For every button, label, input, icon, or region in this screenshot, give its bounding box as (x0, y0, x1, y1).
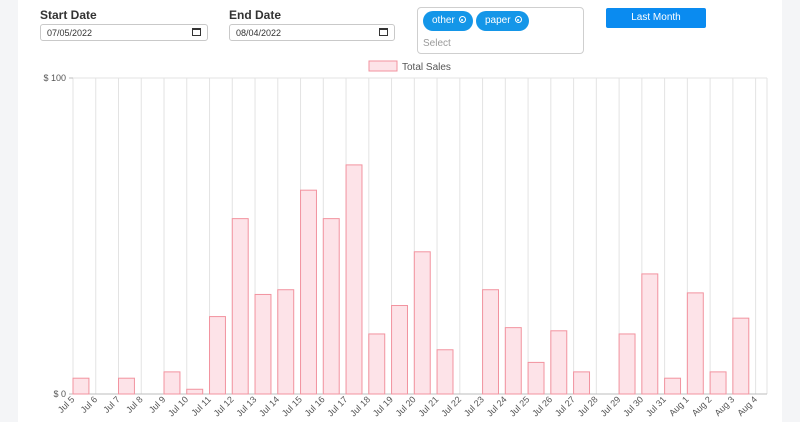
legend-label: Total Sales (402, 62, 451, 73)
bar (186, 388, 204, 395)
tag-paper: paper (476, 11, 529, 31)
bar (163, 371, 181, 395)
x-tick-label: Jul 22 (439, 394, 463, 418)
bar (527, 361, 545, 395)
bar (482, 289, 500, 395)
bar (641, 273, 659, 395)
x-tick-label: Jul 20 (394, 394, 418, 418)
bar (413, 251, 431, 395)
x-tick-label: Jul 9 (147, 394, 168, 415)
bar (300, 189, 317, 395)
select-placeholder[interactable]: Select (423, 38, 451, 49)
start-date-input[interactable]: 07/05/2022 (40, 24, 208, 41)
end-date-value: 08/04/2022 (236, 28, 282, 38)
calendar-icon[interactable] (379, 28, 388, 36)
x-tick-label: Jul 30 (621, 394, 645, 418)
bar (118, 377, 135, 395)
x-tick-label: Jul 27 (553, 394, 577, 418)
bar (277, 289, 295, 395)
x-tick-label: Jul 24 (485, 394, 509, 418)
x-tick-label: Jul 23 (462, 394, 486, 418)
bar (209, 316, 226, 395)
bar (436, 349, 454, 395)
x-tick-label: Jul 17 (325, 394, 349, 418)
legend-swatch (368, 60, 398, 72)
x-tick-label: Jul 14 (257, 394, 281, 418)
bar (618, 333, 636, 395)
x-tick-label: Jul 15 (280, 394, 304, 418)
x-tick-label: Jul 19 (371, 394, 395, 418)
x-tick-label: Jul 7 (101, 394, 122, 415)
x-tick-label: Aug 4 (735, 394, 759, 418)
x-tick-label: Jul 28 (576, 394, 600, 418)
bar (709, 371, 727, 395)
end-date-input[interactable]: 08/04/2022 (229, 24, 395, 41)
y-tick-label: $ 0 (53, 389, 66, 399)
x-tick-label: Jul 26 (530, 394, 554, 418)
bar (686, 292, 704, 395)
x-tick-label: Jul 11 (189, 394, 213, 418)
bar (345, 164, 363, 395)
category-multiselect[interactable]: other paper Select (417, 7, 584, 54)
bar (573, 371, 591, 395)
bar (391, 305, 408, 395)
x-tick-label: Jul 8 (124, 394, 145, 415)
x-tick-label: Jul 16 (303, 394, 327, 418)
last-month-button[interactable]: Last Month (606, 8, 706, 28)
bar (504, 327, 522, 395)
bar (231, 218, 249, 395)
tag-label: paper (485, 15, 511, 26)
end-date-label: End Date (229, 8, 282, 22)
bar (322, 218, 340, 395)
bar (732, 317, 750, 395)
x-tick-label: Jul 18 (348, 394, 372, 418)
bar (72, 377, 90, 395)
x-tick-label: Aug 2 (690, 394, 714, 418)
x-tick-label: Aug 3 (713, 394, 737, 418)
bar (664, 377, 682, 395)
tag-other: other (423, 11, 473, 31)
x-tick-label: Jul 10 (166, 394, 190, 418)
x-tick-label: Jul 13 (234, 394, 258, 418)
start-date-value: 07/05/2022 (47, 28, 93, 38)
x-tick-label: Jul 25 (507, 394, 531, 418)
remove-tag-icon[interactable] (458, 16, 466, 23)
tag-label: other (432, 15, 455, 26)
x-tick-label: Jul 29 (598, 394, 622, 418)
bar (254, 293, 272, 395)
start-date-label: Start Date (40, 8, 97, 22)
y-tick-label: $ 100 (43, 73, 66, 83)
x-tick-label: Aug 1 (667, 394, 691, 418)
x-tick-label: Jul 12 (212, 394, 236, 418)
x-tick-label: Jul 6 (79, 394, 100, 415)
remove-tag-icon[interactable] (514, 16, 522, 23)
bar (368, 333, 386, 395)
calendar-icon[interactable] (192, 28, 201, 36)
x-tick-label: Jul 31 (644, 394, 668, 418)
x-tick-label: Jul 21 (416, 394, 440, 418)
bar (550, 330, 568, 395)
